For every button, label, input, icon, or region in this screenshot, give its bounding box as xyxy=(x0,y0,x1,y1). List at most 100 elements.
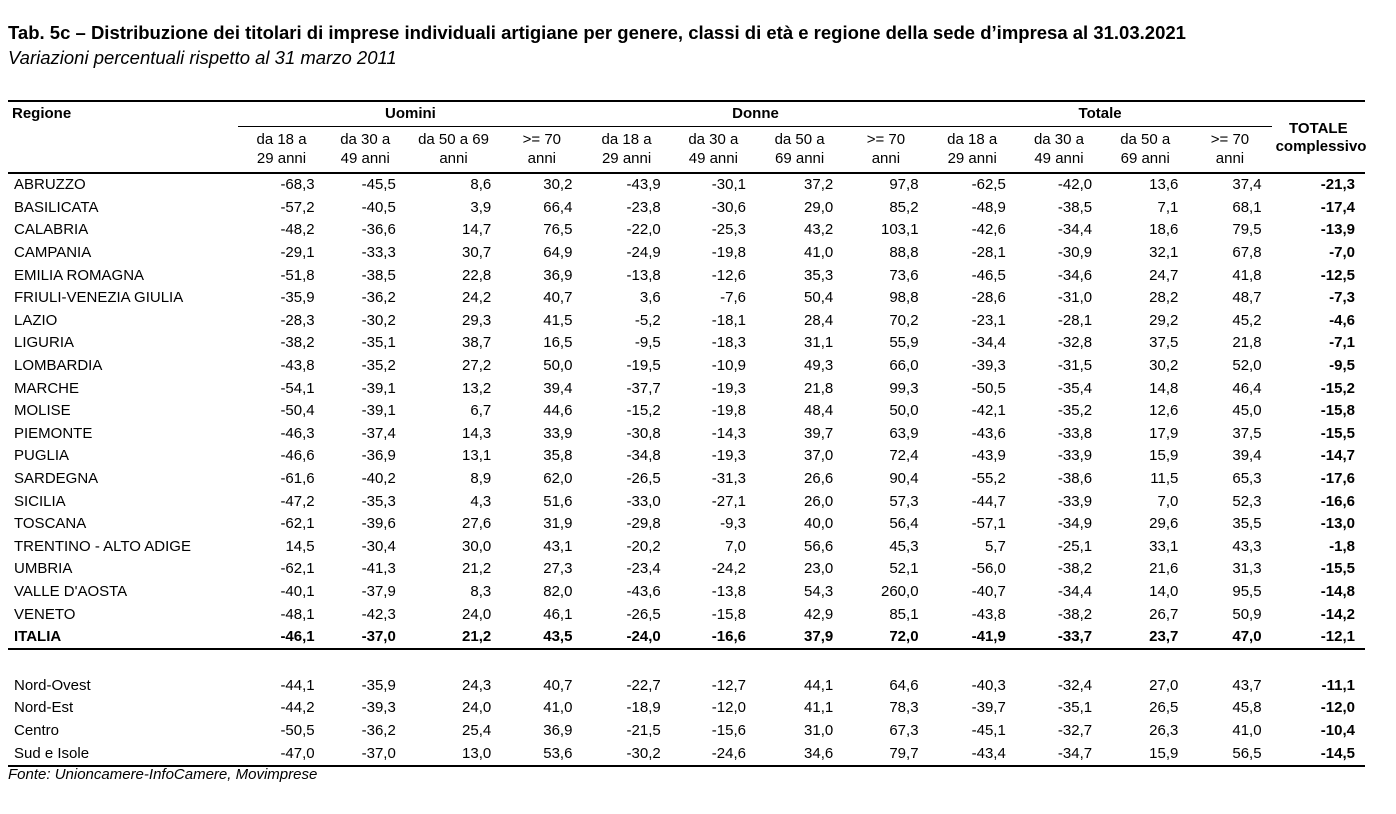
value-cell: 62,0 xyxy=(543,470,573,488)
value-cell: 90,4 xyxy=(889,470,919,488)
value-cell: 8,6 xyxy=(470,176,492,194)
value-cell: 27,0 xyxy=(1149,676,1179,694)
value-cell: 40,7 xyxy=(543,289,573,307)
value-cell: 27,3 xyxy=(543,560,573,578)
value-cell: 88,8 xyxy=(889,244,919,262)
value-cell: -22,7 xyxy=(626,676,661,694)
value-cell: 26,5 xyxy=(1149,699,1179,717)
age-class-line2: 69 anni xyxy=(775,150,825,167)
value-cell: 32,1 xyxy=(1149,244,1179,262)
value-cell: 73,6 xyxy=(889,266,919,284)
value-cell: -34,4 xyxy=(971,334,1006,352)
value-cell: 35,3 xyxy=(804,266,834,284)
value-cell: -34,4 xyxy=(1057,582,1093,600)
value-cell: -33,7 xyxy=(1015,625,1103,651)
value-cell: 7,1 xyxy=(1157,198,1179,216)
value-cell: 24,7 xyxy=(1149,266,1179,284)
region-name: EMILIA ROMAGNA xyxy=(14,266,145,284)
value-cell: 35,5 xyxy=(1232,515,1262,533)
value-cell: 85,2 xyxy=(889,198,919,216)
value-cell: 27,2 xyxy=(462,357,492,375)
value-cell: -26,5 xyxy=(626,470,661,488)
value-cell: -42,1 xyxy=(971,402,1006,420)
value-cell: -44,2 xyxy=(280,699,315,717)
region-name: LAZIO xyxy=(14,311,58,329)
value-cell: -45,5 xyxy=(361,176,396,194)
value-cell: -28,3 xyxy=(280,311,315,329)
table-row: Sud e Isole -47,0 -37,0 13,0 53,6 -30,2 -24,6 3… xyxy=(8,742,1365,767)
value-cell: -7,6 xyxy=(720,289,746,307)
value-cell: 29,0 xyxy=(804,198,834,216)
value-cell: 33,9 xyxy=(543,424,573,442)
value-cell: 40,7 xyxy=(543,676,573,694)
value-cell: 7,0 xyxy=(1157,492,1179,510)
value-cell: 66,4 xyxy=(543,198,573,216)
value-cell: -33,0 xyxy=(626,492,661,510)
age-class-line2: 29 anni xyxy=(601,150,652,167)
total-value-cell: -17,6 xyxy=(1320,470,1355,488)
table-row: LOMBARDIA -43,8 -35,2 27,2 50,0 -19,5 -10,9 49,… xyxy=(8,355,1365,378)
region-name: FRIULI-VENEZIA GIULIA xyxy=(14,289,184,307)
total-value-cell: -12,5 xyxy=(1320,266,1355,284)
region-name: CAMPANIA xyxy=(14,244,92,262)
value-cell: 21,8 xyxy=(804,379,834,397)
value-cell: -40,2 xyxy=(361,470,396,488)
table-row: LAZIO -28,3 -30,2 29,3 41,5 -5,2 -18,1 28,4 70,2… xyxy=(8,310,1365,333)
value-cell: 26,3 xyxy=(1149,721,1179,739)
value-cell: -38,2 xyxy=(280,334,315,352)
value-cell: 43,3 xyxy=(1232,537,1262,555)
value-cell: -48,9 xyxy=(971,198,1006,216)
header-row-ages: da 18 a 29 anni da 30 a 49 anni da 50 a 69 an… xyxy=(8,126,1365,174)
value-cell: -24,9 xyxy=(626,244,661,262)
value-cell: -42,6 xyxy=(971,221,1006,239)
value-cell: -47,2 xyxy=(280,492,315,510)
value-cell: 260,0 xyxy=(881,582,919,600)
total-value-cell: -12,0 xyxy=(1320,699,1355,717)
value-cell: 13,0 xyxy=(405,742,502,767)
value-cell: -21,5 xyxy=(626,721,661,739)
value-cell: -38,5 xyxy=(1057,198,1093,216)
value-cell: -40,3 xyxy=(971,676,1006,694)
value-cell: -31,5 xyxy=(1057,357,1093,375)
value-cell: -22,0 xyxy=(626,221,661,239)
value-cell: 57,3 xyxy=(889,492,919,510)
value-cell: 72,4 xyxy=(889,447,919,465)
value-cell: -54,1 xyxy=(280,379,315,397)
total-value-cell: -14,8 xyxy=(1320,582,1355,600)
value-cell: 54,3 xyxy=(804,582,834,600)
age-class-header: da 50 a 69 anni xyxy=(1102,126,1189,174)
value-cell: 78,3 xyxy=(889,699,919,717)
table-row: FRIULI-VENEZIA GIULIA -35,9 -36,2 24,2 40,7 3… xyxy=(8,287,1365,310)
value-cell: 41,0 xyxy=(804,244,834,262)
value-cell: 13,6 xyxy=(1149,176,1179,194)
value-cell: -36,2 xyxy=(361,289,396,307)
value-cell: 30,0 xyxy=(462,537,492,555)
value-cell: 38,7 xyxy=(462,334,492,352)
value-cell: 15,9 xyxy=(1149,447,1179,465)
table-row: VENETO -48,1 -42,3 24,0 46,1 -26,5 -15,8 42,9 85… xyxy=(8,603,1365,626)
age-class-header: >= 70 anni xyxy=(1188,126,1272,174)
value-cell: 64,6 xyxy=(889,676,919,694)
value-cell: -62,5 xyxy=(971,176,1006,194)
value-cell: 29,2 xyxy=(1149,311,1179,329)
value-cell: -46,3 xyxy=(280,424,315,442)
age-class-line1: >= 70 xyxy=(1210,131,1250,148)
value-cell: -39,3 xyxy=(971,357,1006,375)
value-cell: 45,8 xyxy=(1232,699,1262,717)
value-cell: 23,0 xyxy=(804,560,834,578)
total-value-cell: -15,8 xyxy=(1320,402,1355,420)
total-value-cell: -9,5 xyxy=(1329,357,1355,375)
value-cell: -44,1 xyxy=(280,676,315,694)
value-cell: 6,7 xyxy=(470,402,492,420)
value-cell: -38,2 xyxy=(1057,560,1093,578)
value-cell: 46,4 xyxy=(1232,379,1262,397)
value-cell: 14,7 xyxy=(462,221,492,239)
value-cell: -37,0 xyxy=(324,742,406,767)
value-cell: -20,2 xyxy=(626,537,661,555)
value-cell: 48,4 xyxy=(804,402,834,420)
table-row: ITALIA -46,1 -37,0 21,2 43,5 -24,0 -16,6 37,9 72… xyxy=(8,625,1365,651)
value-cell: 65,3 xyxy=(1232,470,1262,488)
region-name: TRENTINO - ALTO ADIGE xyxy=(14,537,191,555)
value-cell: 18,6 xyxy=(1149,221,1179,239)
value-cell: -31,0 xyxy=(1057,289,1093,307)
